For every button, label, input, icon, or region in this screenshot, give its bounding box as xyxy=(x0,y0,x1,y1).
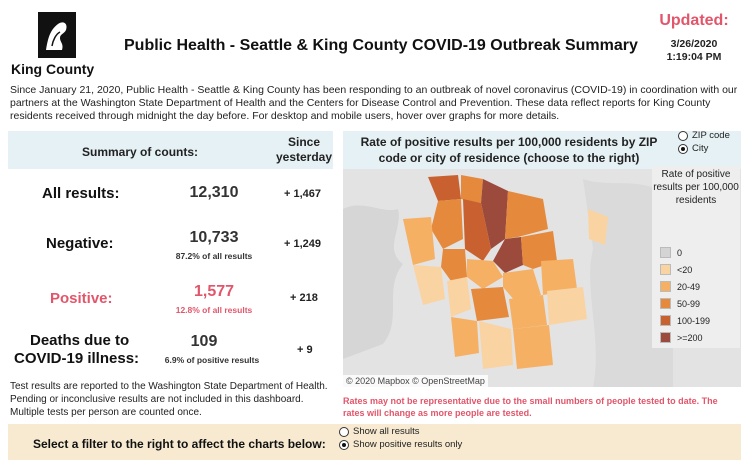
legend-swatch xyxy=(660,332,671,343)
legend-label: 0 xyxy=(677,247,683,258)
map-region[interactable] xyxy=(471,287,509,321)
all-results-value[interactable]: 12,310 xyxy=(189,184,239,201)
map-region[interactable] xyxy=(461,175,483,203)
negative-label: Negative: xyxy=(46,235,114,252)
map-title: Rate of positive results per 100,000 res… xyxy=(360,135,658,165)
map-region[interactable] xyxy=(481,179,508,249)
legend-swatch xyxy=(660,298,671,309)
filter-bar: Select a filter to the right to affect t… xyxy=(8,424,741,460)
legend-label: 20-49 xyxy=(677,281,701,292)
map-region[interactable] xyxy=(521,231,557,269)
king-county-logo: King County xyxy=(6,8,106,78)
negative-percent: 87.2% of all results xyxy=(175,251,253,261)
map-level-selector: ZIP code City xyxy=(678,129,730,155)
map-region[interactable] xyxy=(541,259,577,295)
legend-label: <20 xyxy=(677,264,693,275)
logo-text: King County xyxy=(11,61,95,77)
legend-label: 50-99 xyxy=(677,298,701,309)
summary-title: Summary of counts: xyxy=(82,145,199,159)
legend-item: 50-99 xyxy=(660,297,700,310)
legend-item: 0 xyxy=(660,246,682,259)
positive-label: Positive: xyxy=(50,290,113,307)
show-all-results-radio[interactable] xyxy=(339,426,349,437)
map-region[interactable] xyxy=(503,269,541,301)
negative-delta: + 1,249 xyxy=(284,238,322,250)
since-yesterday-header: Since yesterday xyxy=(275,135,333,164)
map-region[interactable] xyxy=(447,277,471,317)
filter-label: Select a filter to the right to affect t… xyxy=(33,437,326,451)
test-results-note: Test results are reported to the Washing… xyxy=(10,381,328,418)
show-positive-only-radio[interactable] xyxy=(339,439,349,450)
choropleth-map[interactable]: © 2020 Mapbox © OpenStreetMap xyxy=(343,169,741,387)
city-radio[interactable] xyxy=(678,143,688,154)
map-region[interactable] xyxy=(588,209,608,245)
map-region[interactable] xyxy=(431,199,463,249)
zip-code-option-label: ZIP code xyxy=(692,130,730,141)
page-title: Public Health - Seattle & King County CO… xyxy=(124,37,638,54)
deaths-value[interactable]: 109 xyxy=(190,333,218,350)
updated-time: 1:19:04 PM xyxy=(666,51,722,63)
city-option[interactable]: City xyxy=(678,142,730,155)
deaths-label-line2: COVID-19 illness: xyxy=(14,350,140,367)
map-legend: Rate of positive results per 100,000 res… xyxy=(652,166,740,348)
deaths-label-line1: Deaths due to xyxy=(30,332,130,349)
intro-text: Since January 21, 2020, Public Health - … xyxy=(10,84,738,122)
positive-value[interactable]: 1,577 xyxy=(193,283,235,300)
all-results-label: All results: xyxy=(42,185,120,202)
legend-label: 100-199 xyxy=(677,315,711,326)
legend-title: Rate of positive results per 100,000 res… xyxy=(653,169,739,206)
map-region[interactable] xyxy=(467,259,503,289)
updated-label: Updated: xyxy=(659,12,729,29)
zip-code-radio[interactable] xyxy=(678,130,688,141)
show-positive-only-label: Show positive results only xyxy=(353,439,463,450)
negative-value[interactable]: 10,733 xyxy=(189,229,239,246)
updated-date: 3/26/2020 xyxy=(670,38,718,50)
positive-percent: 12.8% of all results xyxy=(175,305,253,315)
legend-item: <20 xyxy=(660,263,692,276)
map-region[interactable] xyxy=(547,287,587,325)
deaths-percent: 6.9% of positive results xyxy=(164,355,260,365)
results-filter-selector: Show all results Show positive results o… xyxy=(339,425,462,451)
legend-swatch xyxy=(660,281,671,292)
legend-swatch xyxy=(660,264,671,275)
map-region[interactable] xyxy=(493,237,523,273)
zip-code-option[interactable]: ZIP code xyxy=(678,129,730,142)
map-region[interactable] xyxy=(413,265,445,305)
summary-header: Summary of counts: Since yesterday xyxy=(8,131,333,169)
positive-delta: + 218 xyxy=(290,292,318,304)
map-region[interactable] xyxy=(403,217,435,265)
map-attribution[interactable]: © 2020 Mapbox © OpenStreetMap xyxy=(343,375,488,387)
legend-item: >=200 xyxy=(660,331,703,344)
map-region[interactable] xyxy=(505,191,548,239)
king-county-logo-icon xyxy=(38,12,76,58)
legend-swatch xyxy=(660,315,671,326)
updated-block: Updated: 3/26/2020 1:19:04 PM xyxy=(649,12,739,64)
map-region[interactable] xyxy=(451,317,479,357)
rates-disclaimer: Rates may not be representative due to t… xyxy=(343,396,718,418)
legend-swatch xyxy=(660,247,671,258)
show-all-results-option[interactable]: Show all results xyxy=(339,425,462,438)
map-region[interactable] xyxy=(509,295,547,329)
legend-item: 20-49 xyxy=(660,280,700,293)
map-region[interactable] xyxy=(441,249,467,281)
map-region[interactable] xyxy=(463,199,491,261)
legend-item: 100-199 xyxy=(660,314,710,327)
legend-label: >=200 xyxy=(677,332,703,343)
show-all-results-label: Show all results xyxy=(353,426,420,437)
deaths-delta: + 9 xyxy=(297,344,313,356)
show-positive-only-option[interactable]: Show positive results only xyxy=(339,438,462,451)
all-results-delta: + 1,467 xyxy=(284,188,322,200)
map-region[interactable] xyxy=(428,175,461,201)
map-region[interactable] xyxy=(513,325,553,369)
map-region[interactable] xyxy=(479,321,513,369)
map-header: Rate of positive results per 100,000 res… xyxy=(343,131,741,169)
city-option-label: City xyxy=(692,143,709,154)
